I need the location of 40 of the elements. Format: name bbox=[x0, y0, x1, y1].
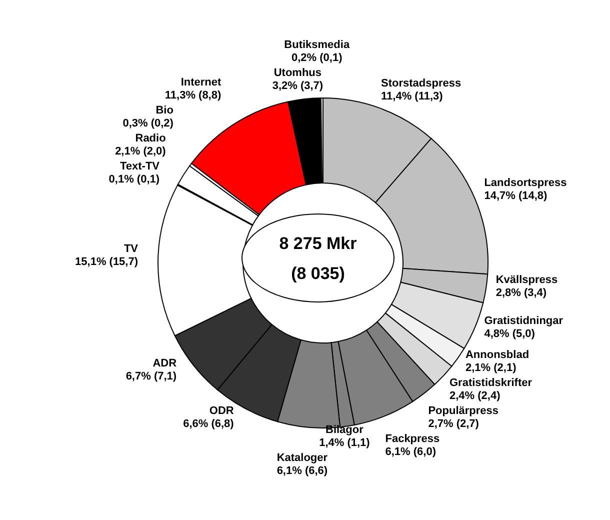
data-label: 2,1% (2,1) bbox=[465, 362, 517, 374]
text: (8 035) bbox=[291, 264, 345, 283]
slice-label: Populärpress bbox=[428, 405, 499, 418]
data-label: 0,3% (0,2) bbox=[122, 118, 174, 130]
data-label: 6,1% (6,0) bbox=[385, 446, 436, 458]
slice-label: Internet bbox=[180, 76, 222, 89]
slice-label: Bio bbox=[156, 104, 174, 117]
slice-label: Annonsblad bbox=[465, 349, 530, 362]
slice-label: Text-TV bbox=[120, 160, 160, 173]
data-label: 2,7% (2,7) bbox=[428, 418, 480, 430]
slice-label: ODR bbox=[209, 405, 234, 418]
data-label: 6,7% (7,1) bbox=[126, 370, 177, 382]
data-label: 2,1% (2,0) bbox=[115, 146, 166, 158]
data-label: 0,2% (0,1) bbox=[291, 52, 343, 64]
data-label: 3,2% (3,7) bbox=[272, 80, 324, 92]
data-label: 1,4% (1,1) bbox=[319, 437, 370, 450]
text: 8 275 Mkr bbox=[279, 234, 358, 253]
slice-label: Gratistidskrifter bbox=[450, 377, 533, 390]
data-label: 2,4% (2,4) bbox=[450, 390, 501, 402]
slice-label: Kataloger bbox=[276, 452, 328, 464]
data-label: 11,3% (8,8) bbox=[164, 90, 222, 102]
data-label: 14,7% (14,8) bbox=[484, 190, 548, 202]
data-label: 4,8% (5,0) bbox=[484, 328, 536, 340]
slice-label: Fackpress bbox=[385, 433, 440, 446]
slice-label: Butiksmedia bbox=[284, 39, 350, 52]
slice-label: Storstadspress bbox=[381, 77, 462, 90]
slice-label: Utomhus bbox=[274, 67, 322, 80]
data-label: 6,6% (6,8) bbox=[183, 418, 234, 430]
data-label: 2,8% (3,4) bbox=[496, 286, 547, 299]
slice-label: Radio bbox=[135, 132, 166, 145]
data-label: 0,1% (0,1) bbox=[108, 174, 160, 186]
slice-label: ADR bbox=[152, 357, 177, 370]
slice-label: TV bbox=[124, 242, 139, 255]
data-label: 6,1% (6,6) bbox=[276, 465, 328, 478]
slice-label: Kvällspress bbox=[496, 274, 558, 286]
data-label: 15,1% (15,7) bbox=[75, 256, 138, 268]
slice-label: Bilagor bbox=[326, 424, 364, 436]
data-label: 11,4% (11,3) bbox=[381, 90, 444, 102]
slice-label: Landsortspress bbox=[484, 176, 567, 189]
slice-label: Gratistidningar bbox=[484, 315, 564, 328]
